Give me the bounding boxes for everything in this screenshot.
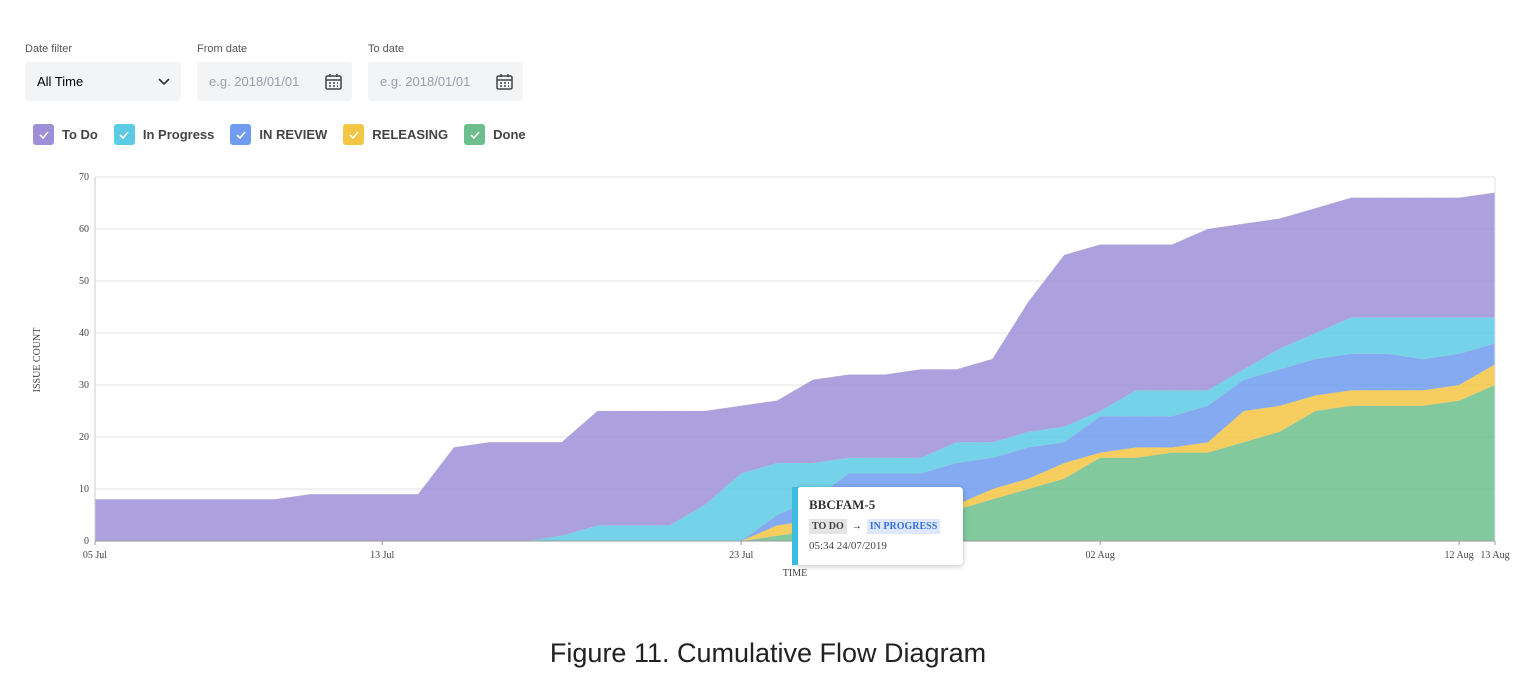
tooltip-accent (792, 487, 798, 565)
legend-item[interactable]: IN REVIEW (230, 124, 327, 145)
area-edge (95, 343, 1496, 542)
control-label: To date (368, 43, 405, 55)
legend: To Do In Progress IN REVIEW RELEASING Done (33, 124, 526, 145)
legend-checkbox[interactable] (343, 124, 365, 145)
legend-label: RELEASING (372, 127, 449, 142)
transition-arrow: → (851, 521, 862, 532)
x-tick-label: 12 Aug (1445, 550, 1474, 561)
check-icon (236, 130, 246, 139)
legend-checkbox[interactable] (230, 124, 252, 145)
caption: Figure 11. Cumulative Flow Diagram (549, 638, 987, 668)
input-placeholder: e.g. 2018/01/01 (380, 74, 471, 89)
to-date-input[interactable]: e.g. 2018/01/01 (368, 62, 523, 101)
legend-checkbox[interactable] (33, 124, 54, 145)
legend-item[interactable]: Done (464, 124, 526, 145)
area (95, 192, 1495, 541)
tooltip-transition: TO DO → IN PROGRESS (809, 519, 951, 534)
x-tick-label: 13 Jul (370, 550, 394, 561)
legend-label: To Do (62, 127, 98, 142)
input-placeholder: e.g. 2018/01/01 (209, 74, 300, 89)
check-icon (470, 130, 480, 139)
x-tick-label: 13 Aug (1480, 550, 1509, 561)
legend-item[interactable]: To Do (33, 124, 98, 145)
control-label: From date (197, 43, 248, 55)
x-axis-label: TIME (783, 568, 807, 579)
area (95, 343, 1495, 541)
status-to: IN PROGRESS (866, 519, 941, 534)
y-tick-label: 50 (79, 276, 89, 287)
legend-checkbox[interactable] (464, 124, 486, 145)
legend-item[interactable]: RELEASING (343, 124, 448, 145)
check-icon (119, 130, 129, 139)
calendar-icon (325, 74, 342, 90)
select-value: All Time (37, 74, 84, 89)
area (95, 385, 1495, 541)
control-label: Date filter (25, 43, 73, 55)
status-from: TO DO (809, 519, 847, 534)
calendar-icon (496, 74, 513, 90)
x-tick-label: 02 Aug (1086, 550, 1115, 561)
y-tick-label: 40 (79, 328, 89, 339)
x-tick-label: 05 Jul (83, 550, 107, 561)
check-icon (349, 130, 359, 139)
x-tick-label: 23 Jul (729, 550, 753, 561)
chart: ISSUE COUNT TIME 0 10 20 30 40 50 60 70 05 Jul 13… (32, 172, 1510, 579)
chevron-icon (158, 78, 170, 86)
tooltip-time: 05:34 24/07/2019 (809, 540, 887, 552)
y-axis-label: ISSUE COUNT (32, 328, 43, 393)
legend-checkbox[interactable] (113, 124, 135, 145)
y-tick-label: 20 (79, 432, 89, 443)
y-tick-label: 60 (79, 224, 89, 235)
legend-label: IN REVIEW (259, 127, 328, 142)
legend-label: Done (493, 127, 526, 142)
legend-item[interactable]: In Progress (113, 124, 215, 145)
from-date-input[interactable]: e.g. 2018/01/01 (197, 62, 352, 101)
y-tick-label: 30 (79, 380, 89, 391)
legend-label: In Progress (142, 127, 215, 142)
check-icon (38, 130, 49, 139)
y-tick-label: 10 (79, 484, 89, 495)
date-filter-select[interactable]: All Time (25, 62, 181, 101)
tooltip-title: BBCFAM-5 (809, 497, 876, 512)
tooltip: BBCFAM-5 TO DO → IN PROGRESS 05:34 24/07… (792, 487, 963, 565)
y-tick-label: 70 (79, 172, 89, 183)
y-tick-label: 0 (84, 536, 89, 547)
